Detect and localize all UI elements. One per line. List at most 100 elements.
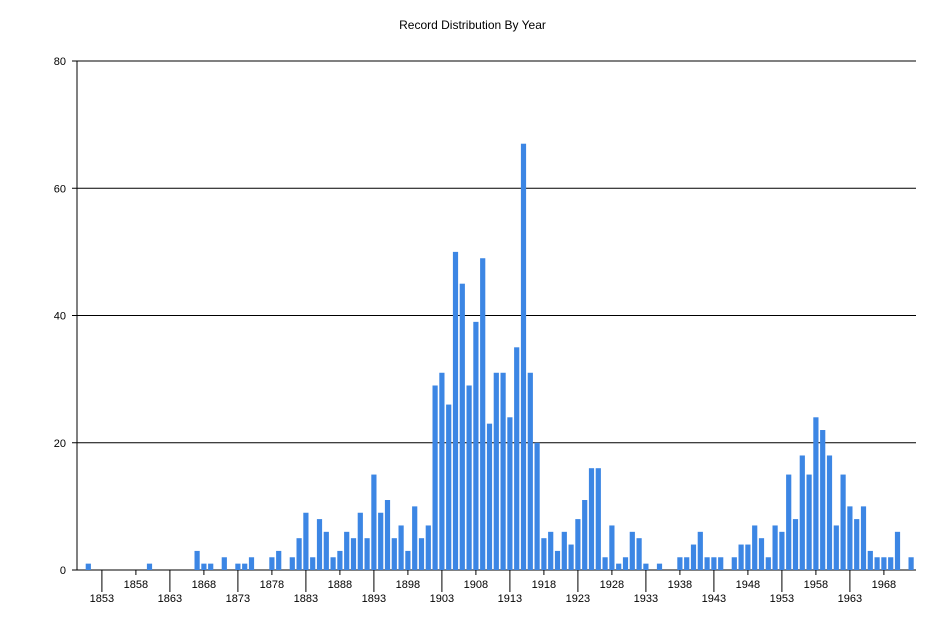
bar (473, 321, 479, 570)
bar (296, 538, 302, 570)
bar (792, 519, 799, 570)
x-tick-label: 1898 (396, 579, 420, 591)
bar (235, 563, 241, 570)
bar (820, 430, 826, 570)
bar (289, 557, 295, 570)
bar (588, 468, 595, 570)
x-tick-label: 1953 (770, 593, 794, 605)
bar (758, 538, 765, 570)
bar (799, 455, 805, 570)
x-tick-label: 1938 (668, 579, 692, 591)
bar (575, 519, 581, 570)
bar (500, 372, 506, 570)
bar (684, 557, 690, 570)
bar (269, 557, 275, 570)
bar (826, 455, 833, 570)
bar (350, 538, 357, 570)
bar (85, 563, 91, 570)
bar (337, 550, 343, 570)
bar (221, 557, 227, 570)
bar (323, 531, 329, 570)
bar (378, 512, 384, 570)
x-tick-label: 1873 (226, 593, 250, 605)
bar (425, 525, 431, 570)
x-tick-label: 1863 (158, 593, 182, 605)
bar (439, 372, 445, 570)
bar (480, 258, 486, 570)
bar (765, 557, 771, 570)
y-tick-label: 20 (54, 438, 66, 450)
bar (881, 557, 887, 570)
bar (364, 538, 370, 570)
x-tick-label: 1933 (634, 593, 658, 605)
bar (398, 525, 404, 570)
bar (779, 531, 785, 570)
x-tick-label: 1958 (804, 579, 828, 591)
bar (786, 474, 792, 570)
y-tick-label: 80 (54, 56, 66, 68)
bar (860, 506, 867, 571)
x-tick-label: 1913 (498, 593, 522, 605)
bar (548, 531, 554, 570)
bar (582, 500, 588, 570)
bar (690, 544, 697, 570)
y-tick-label: 0 (60, 565, 66, 577)
bar (833, 525, 839, 570)
bar (520, 143, 527, 570)
bar (677, 557, 683, 570)
bar (310, 557, 316, 570)
bar (622, 557, 629, 570)
bar (452, 251, 459, 571)
bar (609, 525, 615, 570)
x-tick-label: 1893 (362, 593, 386, 605)
bars (85, 143, 914, 571)
bar (242, 563, 248, 570)
x-tick-label: 1888 (328, 579, 352, 591)
bar (316, 519, 323, 570)
bar (248, 557, 255, 570)
bar (636, 538, 642, 570)
bar (568, 544, 574, 570)
bar (752, 525, 758, 570)
bar (867, 550, 873, 570)
bar (146, 563, 153, 570)
bar (772, 525, 778, 570)
bar (344, 531, 350, 570)
x-tick-label: 1943 (702, 593, 726, 605)
bar (656, 563, 663, 570)
bar (704, 557, 710, 570)
bar (888, 557, 894, 570)
bar (208, 563, 214, 570)
bar (629, 531, 635, 570)
x-tick-label: 1963 (838, 593, 862, 605)
bar (418, 538, 425, 570)
x-tick-label: 1853 (90, 593, 114, 605)
x-tick-label: 1918 (532, 579, 556, 591)
bar (357, 512, 363, 570)
x-tick-label: 1948 (736, 579, 760, 591)
bar (459, 283, 465, 570)
bar (711, 557, 717, 570)
bar (412, 506, 418, 571)
bar (894, 531, 901, 570)
bar (486, 423, 493, 570)
bar (384, 500, 391, 570)
bar (194, 550, 200, 570)
bar (514, 347, 520, 570)
bar (405, 550, 411, 570)
bar (534, 442, 540, 570)
bar (201, 563, 207, 570)
bar (554, 550, 561, 570)
x-tick-label: 1968 (872, 579, 896, 591)
bar (391, 538, 397, 570)
bar (854, 519, 860, 570)
x-tick-labels: 1853 1858 1863 1868 1873 1878 1883 1888 1893 1898… (90, 579, 896, 605)
bar (643, 563, 649, 570)
bar (908, 557, 914, 570)
bar (432, 385, 438, 570)
y-tick-labels: 0 20 40 60 80 (54, 56, 66, 577)
bar (731, 557, 737, 570)
x-tick-label: 1878 (260, 579, 284, 591)
bar (493, 372, 499, 570)
x-tick-label: 1928 (600, 579, 624, 591)
